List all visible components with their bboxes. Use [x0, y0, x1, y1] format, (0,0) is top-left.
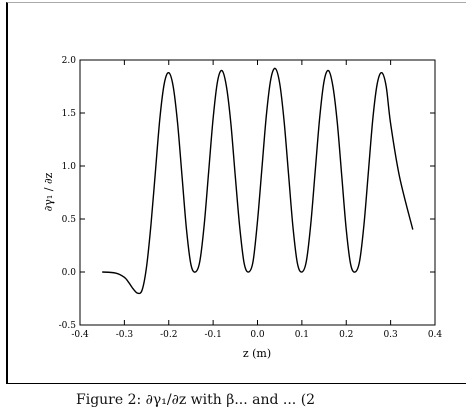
y-tick-label: 0.5: [62, 215, 77, 225]
x-tick-label: 0.1: [295, 330, 309, 340]
y-tick-label: 0.0: [62, 268, 77, 278]
x-tick-label: -0.1: [204, 330, 221, 340]
y-tick-label: 1.0: [62, 162, 77, 172]
chart: -0.4 -0.3 -0.2 -0.1 0.0 0.1 0.2 0.3 0.4 -0.5 0.0 0…: [42, 56, 442, 360]
figure-caption: Figure 2: ∂γ₁/∂z with β... and ... (2: [76, 392, 316, 408]
y-tick-label: 2.0: [62, 56, 77, 66]
y-tick-label: -0.5: [59, 321, 77, 331]
figure-frame: [6, 2, 466, 384]
x-tick-label: 0.4: [428, 330, 443, 340]
series-line: [102, 67, 414, 295]
x-tick-label: 0.3: [383, 330, 398, 340]
plot-area: [79, 59, 436, 326]
x-axis-label: z (m): [243, 347, 271, 360]
x-tick-label: -0.4: [71, 330, 89, 340]
x-tick-label: -0.2: [160, 330, 177, 340]
y-axis-ticks: -0.5 0.0 0.5 1.0 1.5 2.0: [59, 56, 435, 331]
x-tick-label: -0.3: [116, 330, 134, 340]
x-tick-label: 0.0: [250, 330, 265, 340]
y-axis-label: ∂γ₁ / ∂z: [42, 172, 55, 211]
x-axis-ticks: -0.4 -0.3 -0.2 -0.1 0.0 0.1 0.2 0.3 0.4: [71, 60, 442, 340]
y-tick-label: 1.5: [62, 109, 77, 119]
x-tick-label: 0.2: [339, 330, 353, 340]
